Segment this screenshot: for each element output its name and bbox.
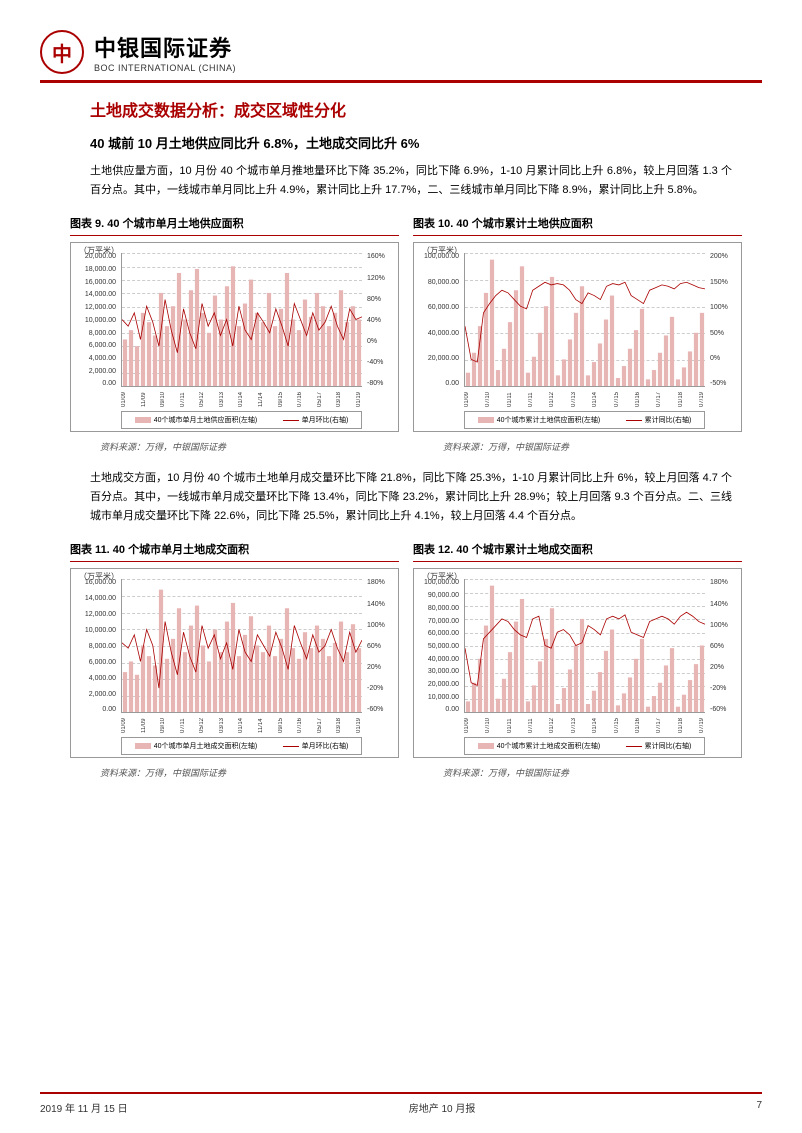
footer-page: 7 <box>756 1100 762 1115</box>
paragraph-1: 土地供应量方面，10 月份 40 个城市单月推地量环比下降 35.2%，同比下降… <box>90 162 732 199</box>
paragraph-2: 土地成交方面，10 月份 40 个城市土地单月成交量环比下降 21.8%，同比下… <box>90 469 732 525</box>
logo-char: 中 <box>52 38 72 67</box>
page-footer: 2019 年 11 月 15 日 房地产 10 月报 7 <box>40 1092 762 1115</box>
chart9: （万平米）20,000.0018,000.0016,000.0014,000.0… <box>70 242 399 432</box>
chart9-title: 图表 9. 40 个城市单月土地供应面积 <box>70 215 399 236</box>
chart12-title: 图表 12. 40 个城市累计土地成交面积 <box>413 541 742 562</box>
page-header: 中 中银国际证券 BOC INTERNATIONAL (CHINA) <box>40 30 762 83</box>
chart10-source: 资料来源：万得，中银国际证券 <box>443 440 742 453</box>
chart12-source: 资料来源：万得，中银国际证券 <box>443 766 742 779</box>
chart11-source: 资料来源：万得，中银国际证券 <box>100 766 399 779</box>
chart11-title: 图表 11. 40 个城市单月土地成交面积 <box>70 541 399 562</box>
subsection-title: 40 城前 10 月土地供应同比升 6.8%，土地成交同比升 6% <box>90 133 762 152</box>
charts-row-2: 图表 11. 40 个城市单月土地成交面积 （万平米）16,000.0014,0… <box>70 541 742 758</box>
chart10: （万平米）100,000.0080,000.0060,000.0040,000.… <box>413 242 742 432</box>
section-title: 土地成交数据分析：成交区域性分化 <box>90 97 762 121</box>
chart12: （万平米）100,000.0090,000.0080,000.0070,000.… <box>413 568 742 758</box>
brand-en: BOC INTERNATIONAL (CHINA) <box>94 63 236 73</box>
chart11: （万平米）16,000.0014,000.0012,000.0010,000.0… <box>70 568 399 758</box>
charts-row-1: 图表 9. 40 个城市单月土地供应面积 （万平米）20,000.0018,00… <box>70 215 742 432</box>
footer-date: 2019 年 11 月 15 日 <box>40 1100 128 1115</box>
chart10-title: 图表 10. 40 个城市累计土地供应面积 <box>413 215 742 236</box>
chart9-source: 资料来源：万得，中银国际证券 <box>100 440 399 453</box>
brand-cn: 中银国际证券 <box>94 31 236 63</box>
footer-title: 房地产 10 月报 <box>409 1100 476 1115</box>
logo-icon: 中 <box>40 30 84 74</box>
